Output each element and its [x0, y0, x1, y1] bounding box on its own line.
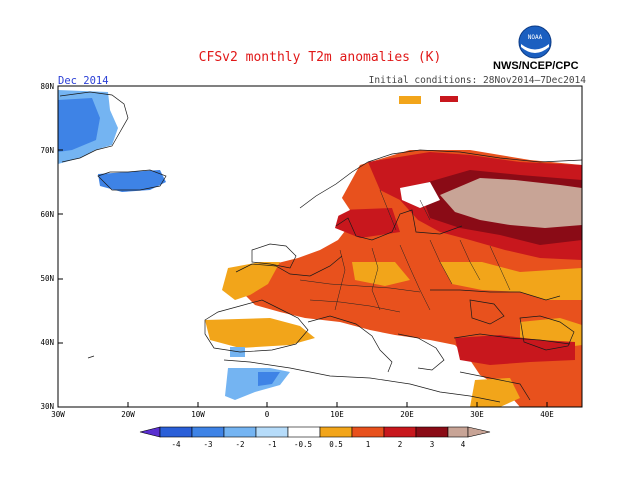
lat-tick-60n: 60N — [40, 210, 54, 219]
neutral-finland — [400, 182, 440, 208]
lon-tick-10w: 10W — [191, 410, 205, 419]
map-frame — [57, 85, 583, 408]
colorbar-swatch-10 — [447, 426, 469, 438]
colorbar-swatch-4 — [255, 426, 289, 438]
colorbar-swatch-6 — [319, 426, 353, 438]
cold-anomaly-iceland — [98, 170, 166, 192]
lat-tick-70n: 70N — [40, 146, 54, 155]
colorbar-swatch-2 — [191, 426, 225, 438]
lat-tick-80n: 80N — [40, 82, 54, 91]
colorbar-labels: -4 -3 -2 -1 -0.5 0.5 1 2 3 4 — [171, 440, 465, 449]
lon-tick-10e: 10E — [330, 410, 344, 419]
colorbar-label-2: -2 — [235, 440, 244, 449]
colorbar-label-0: -4 — [171, 440, 181, 449]
agency-label: NWS/NCEP/CPC — [493, 60, 579, 72]
colorbar-swatch-9 — [415, 426, 449, 438]
lat-tick-30n: 30N — [40, 402, 54, 411]
colorbar-swatch-11 — [467, 426, 491, 438]
map-title: CFSv2 monthly T2m anomalies (K) — [198, 50, 442, 65]
colorbar — [139, 426, 491, 438]
mild-anomaly-central — [352, 262, 410, 286]
lon-tick-30w: 30W — [51, 410, 65, 419]
colorbar-label-7: 2 — [398, 440, 403, 449]
peak-anomaly-russia — [440, 178, 582, 228]
colorbar-label-3: -1 — [267, 440, 276, 449]
lat-tick-50n: 50N — [40, 274, 54, 283]
anomaly-fields — [58, 90, 582, 407]
colorbar-label-4: -0.5 — [294, 440, 312, 449]
period-label: Dec 2014 — [58, 75, 109, 87]
lon-tick-30e: 30E — [470, 410, 484, 419]
initial-conditions-label: Initial conditions: 28Nov2014–7Dec2014 — [368, 75, 586, 86]
lon-axis: 30W 20W 10W 0 10E 20E 30E 40E — [51, 402, 554, 419]
borders — [299, 189, 511, 313]
colorbar-swatch-8 — [383, 426, 417, 438]
colorbar-label-8: 3 — [430, 440, 435, 449]
noaa-logo: NOAA — [518, 25, 552, 59]
lat-axis: 30N 40N 50N 60N 70N 80N — [40, 82, 63, 411]
lon-tick-0: 0 — [265, 410, 270, 419]
cold-anomaly-morocco-core — [258, 372, 280, 386]
colorbar-swatch-5 — [287, 426, 321, 438]
mild-anomaly-iberia — [205, 318, 315, 348]
mild-anomaly-levant — [470, 378, 520, 407]
coastlines — [59, 91, 582, 403]
strong-anomaly-baltic — [335, 208, 400, 238]
colorbar-label-6: 1 — [366, 440, 371, 449]
colorbar-swatch-7 — [351, 426, 385, 438]
lon-tick-20w: 20W — [121, 410, 135, 419]
colorbar-swatch-1 — [159, 426, 193, 438]
logo-text: NOAA — [528, 34, 543, 41]
colorbar-label-1: -3 — [203, 440, 212, 449]
colorbar-swatch-0 — [139, 426, 161, 438]
cold-anomaly-greenland-core — [58, 98, 100, 152]
neutral-norway — [300, 195, 350, 220]
cold-anomaly-morocco — [225, 368, 290, 400]
lat-tick-40n: 40N — [40, 338, 54, 347]
colorbar-label-9: 4 — [461, 440, 466, 449]
colorbar-swatch-3 — [223, 426, 257, 438]
strong-anomaly-anatolia — [455, 335, 575, 365]
colorbar-label-5: 0.5 — [329, 440, 343, 449]
lon-tick-20e: 20E — [400, 410, 414, 419]
lon-tick-40e: 40E — [540, 410, 554, 419]
